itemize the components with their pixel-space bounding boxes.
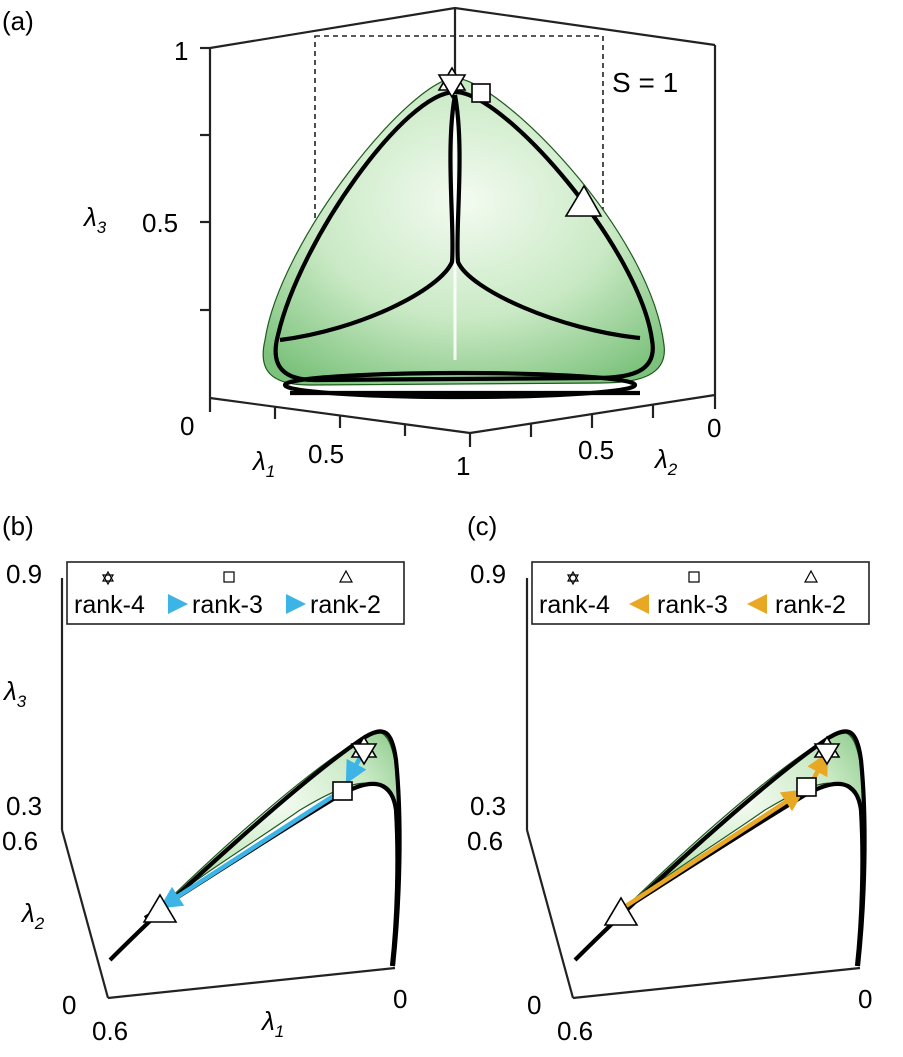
panel-b-axes <box>60 578 396 1000</box>
lambda1-axis <box>209 396 471 435</box>
outer-boundary-curve <box>273 89 655 383</box>
transition-arrow-rank2-to-rank3 <box>624 789 805 908</box>
lambda2-axis <box>60 829 110 999</box>
panel-a-curves <box>273 89 655 400</box>
lambda2-label: λ2 <box>653 444 678 479</box>
legend-rank-4: rank-4 <box>539 591 610 619</box>
lambda3-tick-1: 1 <box>174 36 188 66</box>
legend-box <box>66 561 405 625</box>
triangle-marker <box>142 893 178 923</box>
square-marker <box>796 777 817 797</box>
triangle-marker <box>564 184 603 217</box>
green-surface <box>262 77 665 386</box>
lambda3-tick-0.9: 0.9 <box>6 559 42 589</box>
star-marker <box>350 735 378 766</box>
legend-rank-3: rank-3 <box>657 591 728 619</box>
panel-c-label: (c) <box>467 511 497 541</box>
lambda1-tick-0.6: 0.6 <box>92 1016 128 1046</box>
lambda3-label: λ3 <box>2 676 27 711</box>
legend-star-icon <box>101 570 115 586</box>
triangle-marker <box>603 896 639 926</box>
panel-b: (b) 0.9 0.3 0.6 0 0.6 0 λ3 λ2 λ1 rank-4 … <box>2 511 407 1046</box>
legend-rank-2: rank-2 <box>310 591 381 619</box>
legend-triangle-icon <box>338 569 354 583</box>
panel-a-axes <box>200 6 717 447</box>
lambda2-tick-0.6: 0.6 <box>2 826 38 856</box>
lambda3-tick-0.3: 0.3 <box>6 791 42 821</box>
lambda3-tick-0.3: 0.3 <box>470 791 506 821</box>
lambda1-axis <box>572 966 861 1000</box>
legend-triangle-icon <box>803 569 819 583</box>
lambda1-tick-0: 0 <box>180 411 194 441</box>
legend-star-icon <box>566 570 580 586</box>
panel-c-legend: rank-4 rank-3 rank-2 <box>531 561 870 625</box>
bottom-ellipse-curve <box>282 370 638 400</box>
legend-box <box>531 561 870 625</box>
legend-square-icon <box>688 571 700 583</box>
star-marker <box>813 735 841 766</box>
legend-rank-2: rank-2 <box>775 591 846 619</box>
lambda2-axis <box>525 829 575 999</box>
lambda1-tick-0.6: 0.6 <box>557 1016 593 1046</box>
lambda3-label: λ3 <box>82 202 107 237</box>
square-marker <box>332 781 353 801</box>
lambda2-tick-0: 0 <box>62 990 76 1020</box>
star-marker <box>437 66 467 99</box>
transition-arrow-rank4-to-rank3 <box>345 752 367 784</box>
spin-annotation: S = 1 <box>612 67 678 98</box>
panel-b-label: (b) <box>2 511 34 541</box>
panel-a: (a) 1 0.5 0 0.5 1 0.5 <box>2 6 721 481</box>
legend-rank-4: rank-4 <box>74 591 145 619</box>
lambda2-label: λ2 <box>20 898 45 933</box>
inner-right-curve <box>452 94 641 341</box>
lambda2-tick-0.6: 0.6 <box>467 826 503 856</box>
lambda1-tick-0: 0 <box>393 984 407 1014</box>
square-marker <box>471 83 491 103</box>
lambda1-tick-1: 1 <box>456 451 470 481</box>
lambda2-tick-0: 0 <box>707 413 721 443</box>
lambda3-tick-0.5: 0.5 <box>142 208 178 238</box>
top-frame-line <box>209 6 716 50</box>
inner-left-curve <box>279 94 458 343</box>
lambda1-label: λ1 <box>251 446 275 481</box>
legend-rank-3: rank-3 <box>192 591 263 619</box>
lambda1-label: λ1 <box>260 1006 284 1041</box>
panel-b-legend: rank-4 rank-3 rank-2 <box>66 561 405 625</box>
legend-square-icon <box>223 571 235 583</box>
panel-a-label: (a) <box>2 6 34 36</box>
lambda3-tick-0.9: 0.9 <box>470 559 506 589</box>
lambda1-axis <box>107 966 396 1000</box>
panel-c-axes <box>525 578 861 1000</box>
panel-a-surface <box>262 77 665 386</box>
lambda1-tick-0: 0 <box>858 984 872 1014</box>
transition-arrow-rank3-to-rank2 <box>159 789 343 909</box>
lambda2-tick-0: 0 <box>527 990 541 1020</box>
lambda1-tick-0.5: 0.5 <box>308 439 344 469</box>
lambda2-tick-0.5: 0.5 <box>578 435 614 465</box>
panel-c: (c) 0.9 0.3 0.6 0 0.6 0 rank-4 rank-3 ra… <box>467 511 872 1046</box>
